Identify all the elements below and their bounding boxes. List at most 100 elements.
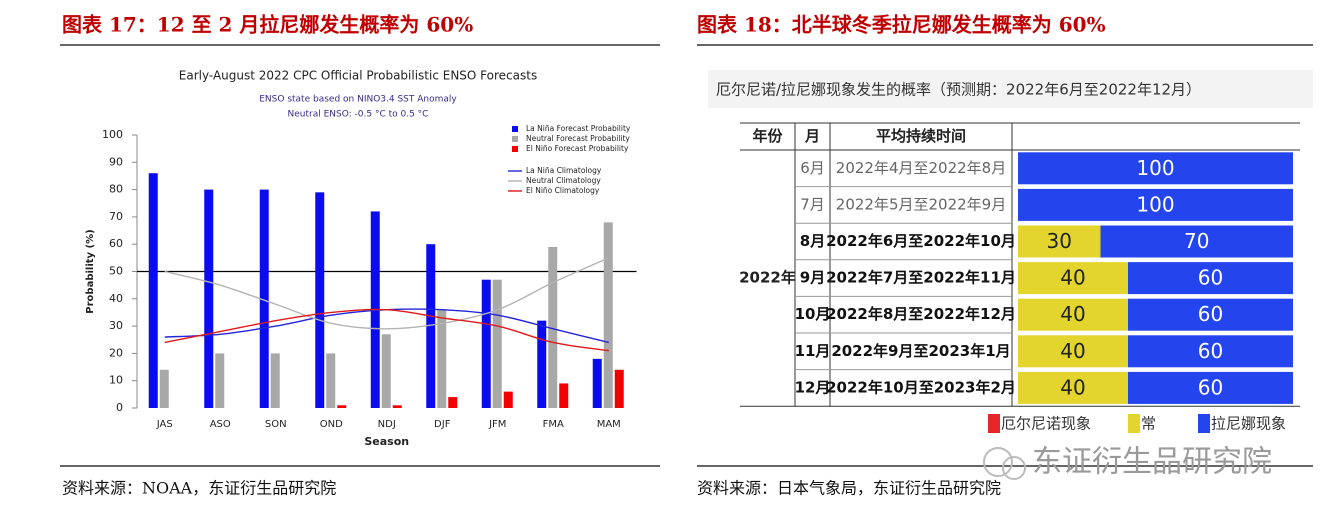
bar-segment [1018,152,1293,185]
value-label: 40 [1060,339,1085,363]
x-tick-label: MAM [597,419,621,430]
x-tick-label: ASO [210,419,231,430]
bar [259,189,269,408]
bar-segment [1018,262,1128,295]
period-cell: 2022年7月至2022年11月 [826,269,1016,287]
bar [392,405,402,408]
bar [381,334,391,408]
month-cell: 9月 [800,269,825,287]
y-tick-label: 50 [109,265,123,278]
bar-segment [1128,262,1293,295]
watermark-icon [983,447,1013,477]
bar [503,391,513,408]
x-tick-label: DJF [434,419,451,430]
year-cell: 2022年 [739,269,796,287]
bar-segment [1018,188,1293,221]
bar [548,246,558,408]
column-header: 平均持续时间 [876,127,966,145]
legend-swatch [988,414,1000,433]
month-cell: 8月 [800,232,825,250]
legend-label: 厄尔尼诺现象 [1001,415,1091,433]
y-tick-label: 0 [116,401,123,414]
column-header: 月 [804,127,820,145]
y-tick-label: 100 [102,128,123,141]
y-tick-label: 20 [109,346,123,359]
bar [592,358,602,408]
figure-source: 资料来源：NOAA，东证衍生品研究院 [62,479,336,498]
line [164,308,609,352]
bar [148,173,158,408]
x-tick-label: JAS [156,419,173,430]
legend-label: Neutral Climatology [526,176,601,185]
y-tick-label: 40 [109,292,123,305]
watermark-icon [1002,456,1026,480]
legend-label: Neutral Forecast Probability [526,134,630,143]
month-cell: 7月 [800,195,825,213]
value-label: 100 [1136,192,1174,216]
y-axis-title: Probability (%) [85,229,96,313]
bar [159,369,169,408]
period-cell: 2022年6月至2022年10月 [826,232,1016,250]
period-cell: 2022年4月至2022年8月 [836,159,1006,177]
chart-title: Early-August 2022 CPC Official Probabili… [179,69,537,83]
legend-label: El Niño Forecast Probability [526,144,629,153]
chart-subtitle: Neutral ENSO: -0.5 °C to 0.5 °C [288,110,429,120]
x-tick-label: FMA [543,419,564,430]
x-tick-label: JFM [488,419,506,430]
bar [215,353,225,408]
bar-segment [1018,335,1128,368]
bar-segment [1128,335,1293,368]
bar-segment [1128,371,1293,404]
bar-segment [1018,298,1128,331]
bar [326,353,336,408]
value-label: 60 [1198,375,1223,399]
period-cell: 2022年5月至2022年9月 [836,195,1006,213]
value-label: 60 [1198,302,1223,326]
bar [614,369,624,408]
legend-swatch [1128,414,1140,433]
table-title-band [708,70,1313,108]
figure-heading: 图表 17：12 至 2 月拉尼娜发生概率为 60% [62,13,473,37]
month-cell: 10月 [795,305,831,323]
legend-swatch [512,136,518,142]
figure-heading: 图表 18：北半球冬季拉尼娜发生概率为 60% [697,13,1106,37]
line [164,257,610,330]
bar [270,353,280,408]
x-tick-label: NDJ [378,419,396,430]
value-label: 60 [1198,266,1223,290]
column-header: 年份 [752,127,783,145]
bar-segment [1018,371,1128,404]
bar-segment [1018,225,1101,258]
bar [315,192,325,408]
x-axis-title: Season [364,435,409,448]
y-tick-label: 80 [109,183,123,196]
period-cell: 2022年10月至2023年2月 [826,378,1016,396]
bar [448,397,458,408]
chart-subtitle: ENSO state based on NINO3.4 SST Anomaly [259,95,457,105]
period-cell: 2022年9月至2023年1月 [831,342,1010,360]
figure-source: 资料来源：日本气象局，东证衍生品研究院 [697,479,1001,498]
value-label: 60 [1198,339,1223,363]
y-tick-label: 90 [109,155,123,168]
bar [603,222,613,408]
legend-label: 常 [1141,415,1156,433]
bar [437,309,447,408]
y-tick-label: 10 [109,374,123,387]
y-tick-label: 70 [109,210,123,223]
bar [426,244,436,408]
x-tick-label: OND [320,419,343,430]
legend-swatch [1198,414,1210,433]
legend-label: La Niña Climatology [526,166,602,175]
bar [559,383,569,408]
bar [204,189,214,408]
bar [492,279,502,408]
table-title: 厄尔尼诺/拉尼娜现象发生的概率（预测期：2022年6月至2022年12月） [716,81,1201,99]
legend-swatch [512,146,518,152]
bar-segment [1100,225,1293,258]
y-tick-label: 60 [109,237,123,250]
value-label: 70 [1184,229,1209,253]
month-cell: 6月 [800,159,825,177]
bar [537,320,547,408]
bar [337,405,347,408]
